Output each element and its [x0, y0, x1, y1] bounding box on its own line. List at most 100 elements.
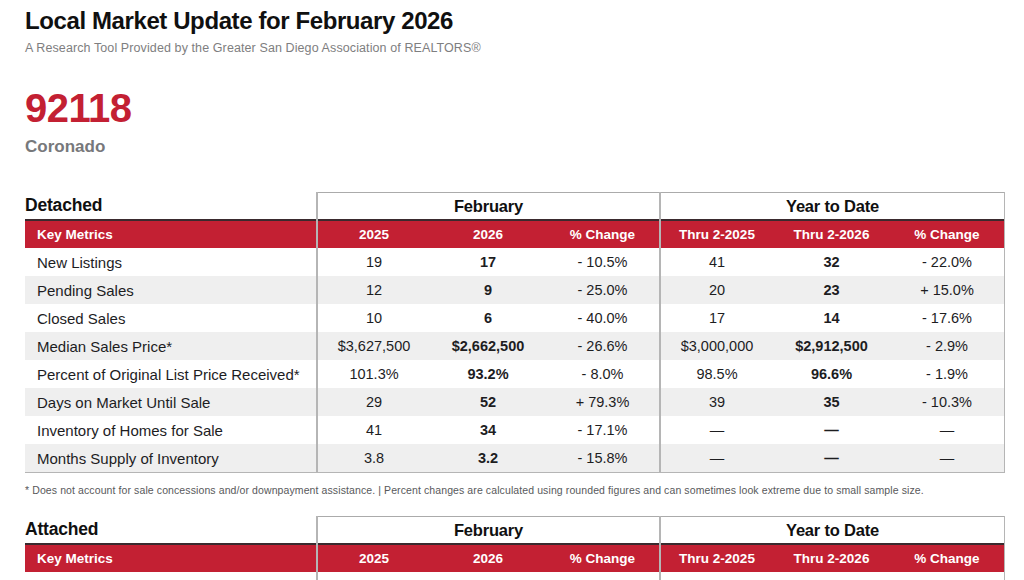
- col-ytd-change: % Change: [889, 545, 1005, 572]
- table-row: Closed Sales 10 6 - 40.0% 17 14 - 17.6%: [25, 304, 1005, 332]
- feb-2025-cell: 29: [317, 388, 431, 416]
- feb-2025-cell: 101.3%: [317, 360, 431, 388]
- ytd-change-cell: - 10.3%: [889, 388, 1005, 416]
- ytd-2025-cell: —: [660, 416, 774, 444]
- feb-2026-cell: 3.2: [431, 444, 545, 472]
- col-feb-2025: 2025: [317, 545, 431, 572]
- col-ytd-2026: Thru 2-2026: [774, 545, 889, 572]
- detached-section: Detached February Year to Date Key Metri…: [25, 192, 1005, 473]
- ytd-change-cell: + 15.0%: [889, 276, 1005, 304]
- feb-2025-cell: 10: [317, 304, 431, 332]
- ytd-2026-cell: —: [774, 444, 889, 472]
- area-name: Coronado: [25, 137, 1005, 157]
- feb-2025-cell: 19: [317, 572, 431, 580]
- table-row: Percent of Original List Price Received*…: [25, 360, 1005, 388]
- table-divider-line: [659, 192, 661, 473]
- ytd-2026-cell: 96.6%: [774, 360, 889, 388]
- page-subtitle: A Research Tool Provided by the Greater …: [25, 41, 1005, 55]
- section-label: Attached: [25, 516, 317, 543]
- feb-change-cell: - 17.1%: [545, 416, 660, 444]
- ytd-change-cell: —: [889, 416, 1005, 444]
- feb-2026-cell: $2,662,500: [431, 332, 545, 360]
- section-label: Detached: [25, 192, 317, 219]
- feb-2026-cell: 6: [431, 304, 545, 332]
- column-header-row: Key Metrics 2025 2026 % Change Thru 2-20…: [25, 219, 1005, 248]
- feb-change-cell: - 25.0%: [545, 276, 660, 304]
- metric-cell: Pending Sales: [25, 276, 317, 304]
- feb-2025-cell: $3,627,500: [317, 332, 431, 360]
- feb-change-cell: - 15.8%: [545, 572, 660, 580]
- page-title: Local Market Update for February 2026: [25, 7, 1005, 35]
- ytd-2025-cell: 17: [660, 304, 774, 332]
- table-divider-line: [1004, 516, 1006, 580]
- metric-cell: New Listings: [25, 248, 317, 276]
- ytd-2025-cell: —: [660, 444, 774, 472]
- feb-change-cell: - 15.8%: [545, 444, 660, 472]
- feb-2026-cell: 16: [431, 572, 545, 580]
- ytd-2025-cell: 20: [660, 276, 774, 304]
- ytd-2026-cell: $2,912,500: [774, 332, 889, 360]
- table-divider-line: [1004, 192, 1006, 473]
- col-feb-change: % Change: [545, 221, 660, 248]
- metric-cell: New Listings: [25, 572, 317, 580]
- ytd-2026-cell: 22: [774, 572, 889, 580]
- table-row: Months Supply of Inventory 3.8 3.2 - 15.…: [25, 444, 1005, 472]
- ytd-change-cell: - 17.6%: [889, 304, 1005, 332]
- table-row: Pending Sales 12 9 - 25.0% 20 23 + 15.0%: [25, 276, 1005, 304]
- col-feb-2026: 2026: [431, 545, 545, 572]
- attached-section: Attached February Year to Date Key Metri…: [25, 516, 1005, 580]
- detached-table-body: New Listings 19 17 - 10.5% 41 32 - 22.0%…: [25, 248, 1005, 473]
- ytd-2026-cell: 32: [774, 248, 889, 276]
- feb-change-cell: - 26.6%: [545, 332, 660, 360]
- table-row: Median Sales Price* $3,627,500 $2,662,50…: [25, 332, 1005, 360]
- col-feb-2026: 2026: [431, 221, 545, 248]
- table-divider-line: [316, 192, 318, 473]
- ytd-group-header: Year to Date: [660, 192, 1005, 219]
- key-metrics-header: Key Metrics: [25, 221, 317, 248]
- ytd-group-header: Year to Date: [660, 516, 1005, 543]
- zip-code: 92118: [25, 88, 1005, 128]
- col-ytd-change: % Change: [889, 221, 1005, 248]
- col-feb-2025: 2025: [317, 221, 431, 248]
- feb-2026-cell: 17: [431, 248, 545, 276]
- group-header-row: Attached February Year to Date: [25, 516, 1005, 543]
- metric-cell: Inventory of Homes for Sale: [25, 416, 317, 444]
- feb-2025-cell: 19: [317, 248, 431, 276]
- ytd-2025-cell: 41: [660, 248, 774, 276]
- table-row: Days on Market Until Sale 29 52 + 79.3% …: [25, 388, 1005, 416]
- col-ytd-2025: Thru 2-2025: [660, 545, 774, 572]
- metric-cell: Months Supply of Inventory: [25, 444, 317, 472]
- ytd-2025-cell: 98.5%: [660, 360, 774, 388]
- key-metrics-header: Key Metrics: [25, 545, 317, 572]
- feb-2026-cell: 52: [431, 388, 545, 416]
- ytd-change-cell: - 2.9%: [889, 332, 1005, 360]
- feb-2025-cell: 12: [317, 276, 431, 304]
- metric-cell: Percent of Original List Price Received*: [25, 360, 317, 388]
- col-ytd-2025: Thru 2-2025: [660, 221, 774, 248]
- feb-2025-cell: 41: [317, 416, 431, 444]
- ytd-2026-cell: 23: [774, 276, 889, 304]
- feb-2025-cell: 3.8: [317, 444, 431, 472]
- feb-change-cell: - 8.0%: [545, 360, 660, 388]
- col-ytd-2026: Thru 2-2026: [774, 221, 889, 248]
- metric-cell: Days on Market Until Sale: [25, 388, 317, 416]
- ytd-2025-cell: $3,000,000: [660, 332, 774, 360]
- table-divider-line: [316, 516, 318, 580]
- february-group-header: February: [317, 516, 660, 543]
- market-update-report: Local Market Update for February 2026 A …: [0, 0, 1024, 580]
- feb-change-cell: - 10.5%: [545, 248, 660, 276]
- metric-cell: Median Sales Price*: [25, 332, 317, 360]
- ytd-change-cell: - 22.0%: [889, 248, 1005, 276]
- attached-table-body: New Listings 19 16 - 15.8% 37 22 - 40.5%: [25, 572, 1005, 580]
- column-header-row: Key Metrics 2025 2026 % Change Thru 2-20…: [25, 543, 1005, 572]
- col-feb-change: % Change: [545, 545, 660, 572]
- footnote: * Does not account for sale concessions …: [25, 484, 1005, 496]
- feb-change-cell: - 40.0%: [545, 304, 660, 332]
- table-row: New Listings 19 16 - 15.8% 37 22 - 40.5%: [25, 572, 1005, 580]
- table-row: Inventory of Homes for Sale 41 34 - 17.1…: [25, 416, 1005, 444]
- ytd-2026-cell: 14: [774, 304, 889, 332]
- ytd-2026-cell: 35: [774, 388, 889, 416]
- metric-cell: Closed Sales: [25, 304, 317, 332]
- table-row: New Listings 19 17 - 10.5% 41 32 - 22.0%: [25, 248, 1005, 276]
- ytd-change-cell: - 1.9%: [889, 360, 1005, 388]
